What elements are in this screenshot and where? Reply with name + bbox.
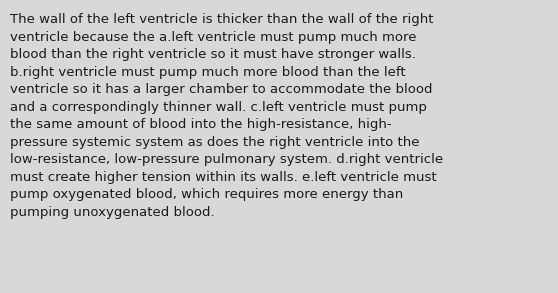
Text: The wall of the left ventricle is thicker than the wall of the right
ventricle b: The wall of the left ventricle is thicke… — [10, 13, 443, 219]
